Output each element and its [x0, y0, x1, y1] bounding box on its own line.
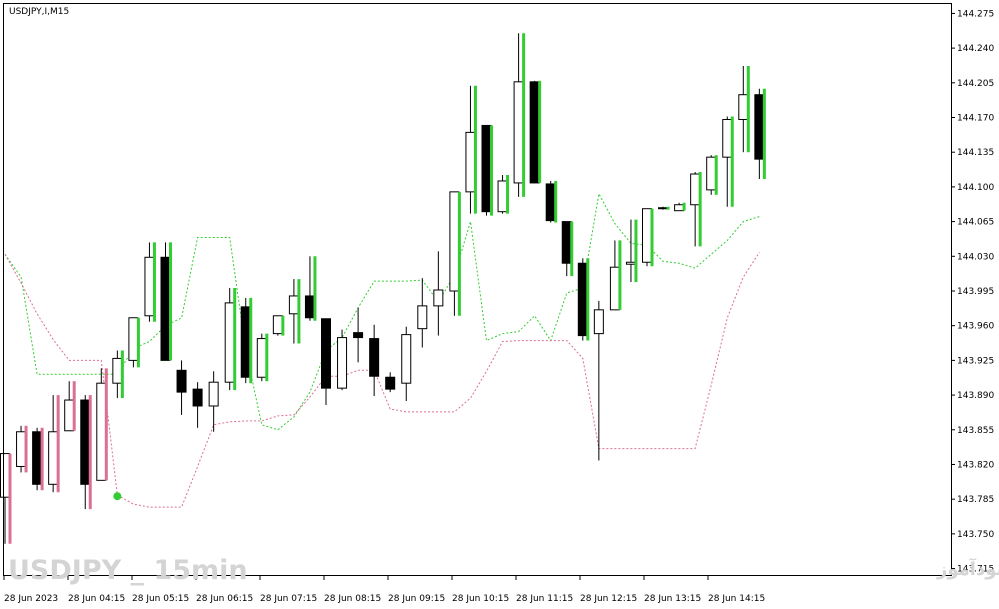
y-tick-label: 144.100 [957, 183, 994, 193]
candle-body [321, 318, 331, 389]
y-tick-label: 144.205 [957, 79, 994, 89]
y-tick-label: 144.240 [957, 44, 994, 54]
y-tick-label: 143.925 [957, 356, 994, 366]
signals-layer [8, 33, 766, 544]
candle-body [465, 131, 476, 193]
lower-channel-line [4, 252, 760, 508]
candle-body [577, 262, 588, 337]
price-axis: 144.275 144.240 144.205 144.170 144.135 144.1… [951, 9, 994, 575]
candle-body [497, 180, 508, 213]
time-axis: 28 Jun 2023 28 Jun 04:15 28 Jun 05:15 28 Ju… [3, 576, 765, 604]
x-tick-label: 28 Jun 2023 [4, 594, 58, 604]
candle-body [513, 81, 524, 184]
y-tick-label: 143.960 [957, 322, 994, 332]
x-tick-label: 28 Jun 04:15 [68, 594, 125, 604]
candle-body [48, 431, 59, 485]
candle-body [16, 431, 27, 467]
candle-body [64, 399, 75, 432]
y-tick-label: 144.135 [957, 148, 994, 158]
candle-body [272, 315, 283, 335]
x-tick-label: 28 Jun 12:15 [580, 594, 637, 604]
y-tick-label: 144.030 [957, 252, 994, 262]
candle-body [128, 317, 139, 361]
x-tick-label: 28 Jun 09:15 [388, 594, 445, 604]
symbol-label: USDJPY,I,M15 [9, 7, 69, 17]
x-tick-label: 28 Jun 06:15 [196, 594, 253, 604]
y-tick-label: 143.855 [957, 426, 994, 436]
candle-body [401, 334, 412, 384]
candle-body [529, 81, 540, 184]
candle-body [160, 256, 171, 361]
x-tick-label: 28 Jun 05:15 [132, 594, 189, 604]
candle-body [80, 399, 91, 485]
candle-body [0, 453, 10, 498]
candle-body [208, 381, 219, 407]
candle-body [449, 191, 460, 292]
candle-body [738, 94, 749, 120]
watermark-site: انتشار در سایت سودآموز [936, 557, 999, 580]
y-tick-label: 144.275 [957, 9, 994, 19]
y-tick-label: 143.785 [957, 495, 994, 505]
candle-body [417, 305, 428, 330]
candle-body [690, 173, 701, 206]
candle-body [481, 124, 492, 213]
y-tick-label: 143.890 [957, 391, 994, 401]
x-tick-label: 28 Jun 10:15 [452, 594, 509, 604]
candle-body [658, 207, 669, 210]
y-tick-label: 144.170 [957, 114, 994, 124]
candle-body [240, 306, 251, 378]
candle-body [625, 261, 636, 265]
y-tick-label: 143.750 [957, 530, 994, 540]
candles-layer [0, 33, 765, 544]
candle-body [609, 266, 620, 311]
y-tick-label: 143.715 [957, 565, 994, 575]
candle-body [369, 338, 380, 377]
candle-body [112, 357, 123, 384]
candle-body [32, 431, 43, 485]
candle-body [674, 204, 685, 212]
y-tick-label: 144.065 [957, 218, 994, 228]
candle-body [593, 309, 604, 335]
x-tick-label: 28 Jun 07:15 [260, 594, 317, 604]
candle-body [224, 302, 235, 383]
candle-body [433, 289, 444, 307]
candle-body [722, 118, 733, 158]
candle-body [96, 382, 107, 481]
candle-body [385, 376, 396, 390]
candle-body [256, 338, 267, 378]
signal-dot [113, 492, 122, 501]
candle-body [144, 256, 155, 317]
plot-frame [3, 3, 952, 576]
candle-body [706, 156, 717, 191]
candle-body [304, 295, 315, 319]
candle-body [545, 183, 556, 222]
x-tick-label: 28 Jun 08:15 [324, 594, 381, 604]
candle-body [561, 221, 572, 264]
candle-body [642, 208, 652, 263]
y-tick-label: 143.995 [957, 287, 994, 297]
y-tick-label: 143.820 [957, 460, 994, 470]
x-tick-label: 28 Jun 13:15 [644, 594, 701, 604]
x-tick-label: 28 Jun 11:15 [516, 594, 573, 604]
candle-body [754, 94, 765, 160]
candle-body [288, 295, 299, 315]
watermark-symbol: USDJPY _ 15min [8, 555, 248, 586]
candle-body [353, 332, 364, 339]
candle-body [192, 388, 203, 407]
x-tick-label: 28 Jun 14:15 [708, 594, 765, 604]
candle-body [176, 369, 187, 393]
candle-body [337, 337, 348, 389]
